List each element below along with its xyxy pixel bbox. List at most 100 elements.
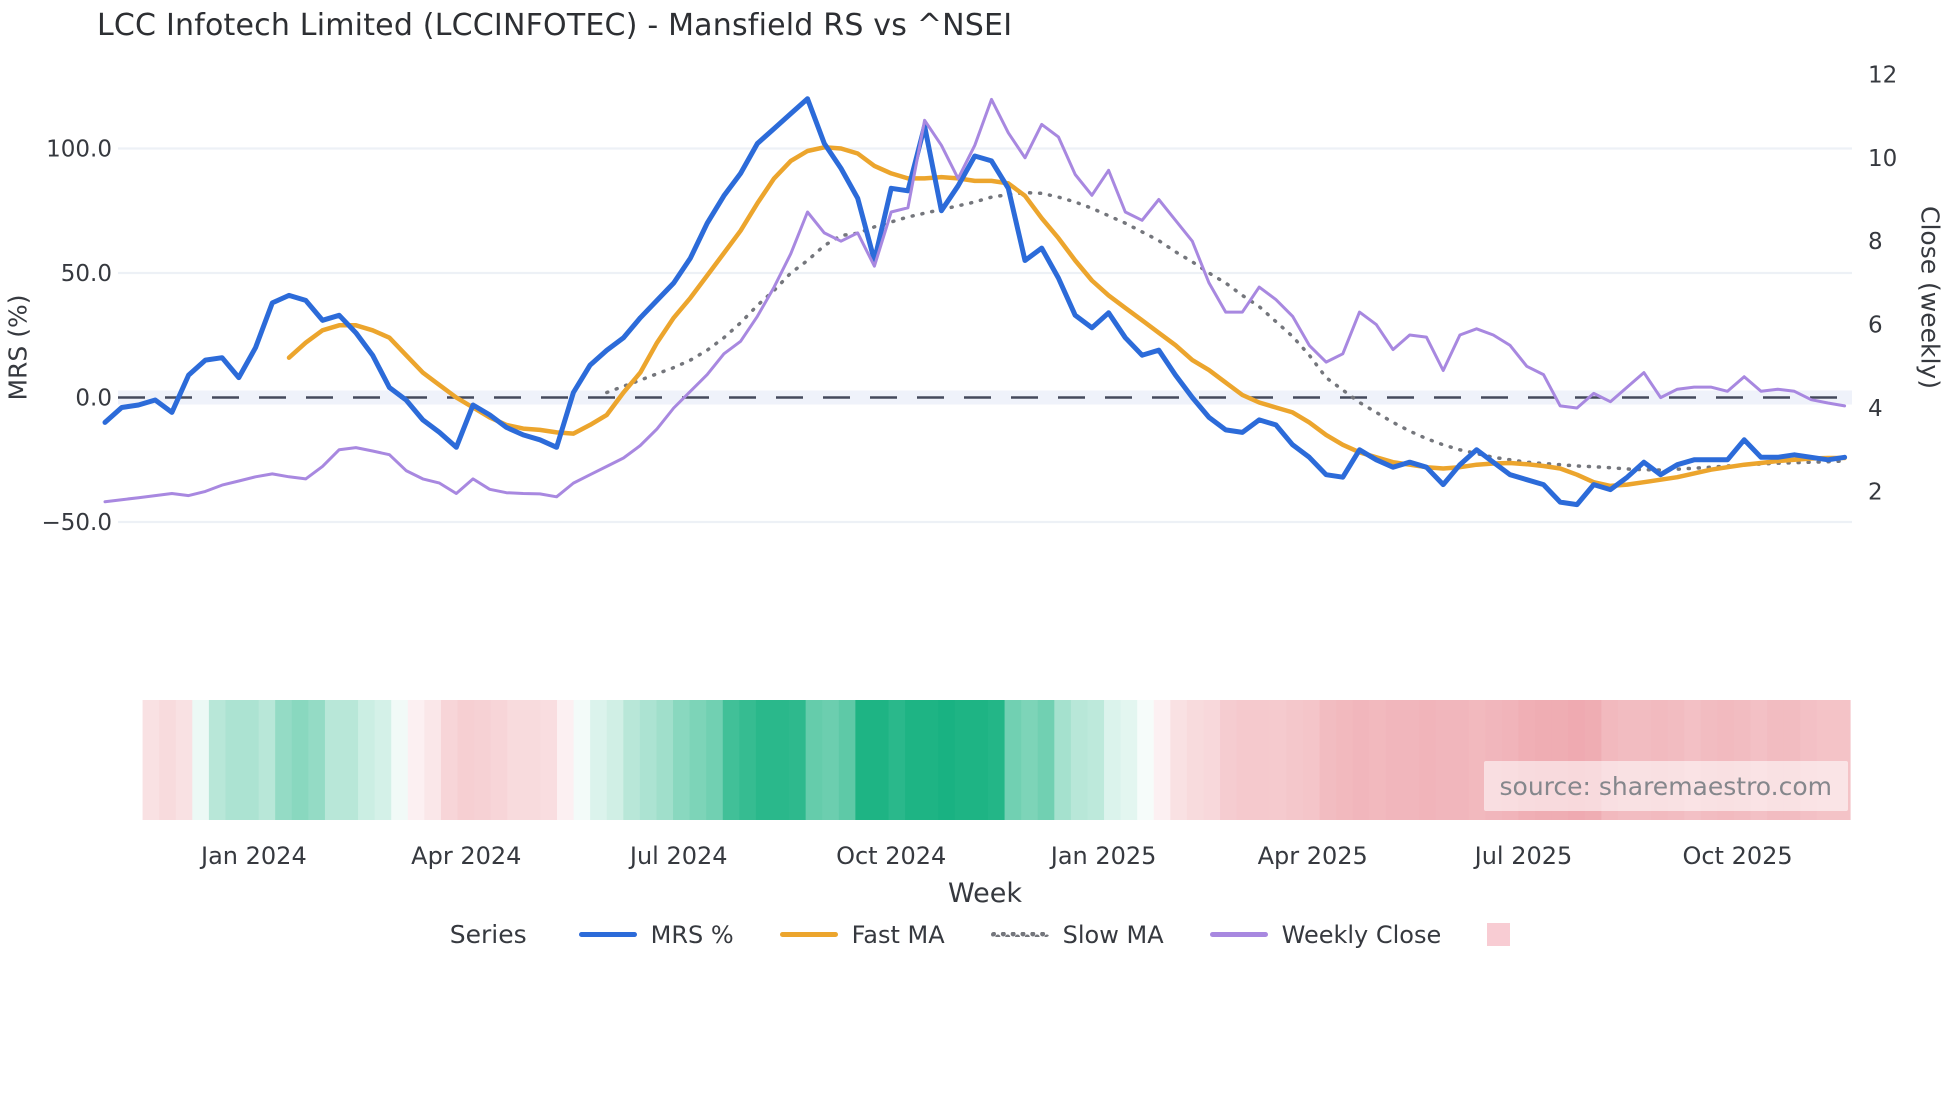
- heatmap-cell: [739, 700, 757, 820]
- heatmap-cell: [639, 700, 658, 820]
- y-right-tick-label: 8: [1868, 229, 1883, 255]
- heatmap-cell: [474, 700, 492, 820]
- y-left-axis-title: MRS (%): [3, 294, 33, 401]
- legend-item-weekly-close[interactable]: Weekly Close: [1209, 921, 1441, 949]
- y-right-tick-label: 4: [1868, 396, 1883, 422]
- heatmap-cell: [1452, 700, 1470, 820]
- heatmap-cell: [490, 700, 508, 820]
- fast-ma-line-swatch-icon: [779, 932, 838, 937]
- heatmap-cell: [374, 700, 392, 820]
- series-path-fast-ma: [286, 145, 1847, 489]
- heatmap-cell: [507, 700, 525, 820]
- heatmap-cell: [1054, 700, 1072, 820]
- heatmap-cell: [159, 700, 177, 820]
- heatmap-cell: [573, 700, 591, 820]
- y-left-tick-label: 100.0: [46, 137, 112, 163]
- series-path-weekly-close: [103, 97, 1847, 504]
- heatmap-cell: [971, 700, 989, 820]
- heatmap-cell: [424, 700, 442, 820]
- heatmap-cell: [1319, 700, 1337, 820]
- heatmap-cell: [523, 700, 542, 820]
- heatmap-cell: [1468, 700, 1486, 820]
- y-right-axis-title: Close (weekly): [1915, 206, 1945, 389]
- heatmap-cell: [1186, 700, 1205, 820]
- heatmap-cell: [1435, 700, 1453, 820]
- heatmap-cell: [324, 700, 343, 820]
- heatmap-cell: [1104, 700, 1122, 820]
- heatmap-cell: [1120, 700, 1138, 820]
- heatmap-cell: [755, 700, 774, 820]
- heatmap-cell: [1137, 700, 1155, 820]
- weekly-close-line-swatch-icon: [1209, 932, 1268, 937]
- heatmap-cell: [242, 700, 260, 820]
- heatmap-cell: [1037, 700, 1055, 820]
- heatmap-cell: [1269, 700, 1287, 820]
- heatmap-cell: [1004, 700, 1022, 820]
- heatmap-cell: [938, 700, 956, 820]
- y-left-tick-label: 0.0: [75, 386, 112, 412]
- heatmap-cell: [590, 700, 608, 820]
- heatmap-cell: [1286, 700, 1304, 820]
- heatmap-cell: [225, 700, 243, 820]
- heatmap-cell: [789, 700, 807, 820]
- heatmap-cell: [1385, 700, 1404, 820]
- y-left-tick-label: 50.0: [61, 261, 112, 287]
- heatmap-cell: [1369, 700, 1387, 820]
- x-tick-label: Apr 2024: [411, 842, 521, 870]
- heatmap-cell: [1419, 700, 1437, 820]
- heatmap-cell: [1352, 700, 1370, 820]
- heatmap-cell: [291, 700, 309, 820]
- heatmap-cell: [540, 700, 558, 820]
- heatmap-cell: [391, 700, 409, 820]
- page-title: LCC Infotech Limited (LCCINFOTEC) - Mans…: [97, 8, 1013, 43]
- source-watermark: source: sharemaestro.com: [1483, 761, 1848, 811]
- legend-title: Series: [449, 920, 527, 949]
- mrs-line-swatch-icon: [578, 932, 637, 937]
- heatmap-cell: [722, 700, 740, 820]
- y-right-tick-label: 6: [1868, 313, 1883, 339]
- heatmap-cell: [606, 700, 624, 820]
- x-tick-label: Jan 2025: [1049, 842, 1157, 870]
- heatmap-cell: [888, 700, 906, 820]
- heatmap-cell: [1087, 700, 1105, 820]
- heatmap-cell: [192, 700, 210, 820]
- heatmap-cell: [838, 700, 856, 820]
- legend: Series MRS % Fast MA Slow MA Weekly Clos…: [0, 920, 1960, 949]
- heatmap-cell: [440, 700, 459, 820]
- heatmap-cell: [905, 700, 923, 820]
- slow-ma-dotted-swatch-icon: [990, 932, 1049, 937]
- x-tick-label: Jul 2025: [1473, 842, 1573, 870]
- y-right-tick-label: 12: [1868, 62, 1897, 88]
- legend-item-mrs[interactable]: MRS %: [578, 921, 734, 949]
- x-tick-label: Oct 2024: [836, 842, 946, 870]
- legend-item-fast-ma[interactable]: Fast MA: [779, 921, 945, 949]
- series-path-mrs-: [102, 96, 1848, 508]
- heatmap-cell: [1021, 700, 1039, 820]
- x-axis-title: Week: [948, 878, 1022, 909]
- heatmap-cell: [457, 700, 475, 820]
- heatmap-cell: [772, 700, 790, 820]
- heatmap-cell: [1220, 700, 1238, 820]
- heatmap-cell: [871, 700, 890, 820]
- legend-item-slow-ma[interactable]: Slow MA: [990, 921, 1164, 949]
- heatmap-cell: [1336, 700, 1354, 820]
- x-tick-label: Jul 2024: [628, 842, 728, 870]
- heatmap-cell: [954, 700, 973, 820]
- heatmap-cell: [308, 700, 326, 820]
- heatmap-cell: [208, 700, 227, 820]
- heatmap-cell: [407, 700, 425, 820]
- heatmap-cell: [142, 700, 160, 820]
- heatmap-cell: [689, 700, 707, 820]
- heatmap-cell: [1170, 700, 1188, 820]
- heatmap-cell: [258, 700, 276, 820]
- heatmap-cell: [557, 700, 575, 820]
- heatmap-cell: [1402, 700, 1420, 820]
- legend-item-heatmap[interactable]: [1487, 923, 1511, 946]
- heatmap-cell: [656, 700, 674, 820]
- heatmap-cell: [623, 700, 641, 820]
- x-tick-label: Apr 2025: [1258, 842, 1368, 870]
- heatmap-cell: [275, 700, 293, 820]
- heatmap-cell: [822, 700, 840, 820]
- heatmap-cell: [1302, 700, 1321, 820]
